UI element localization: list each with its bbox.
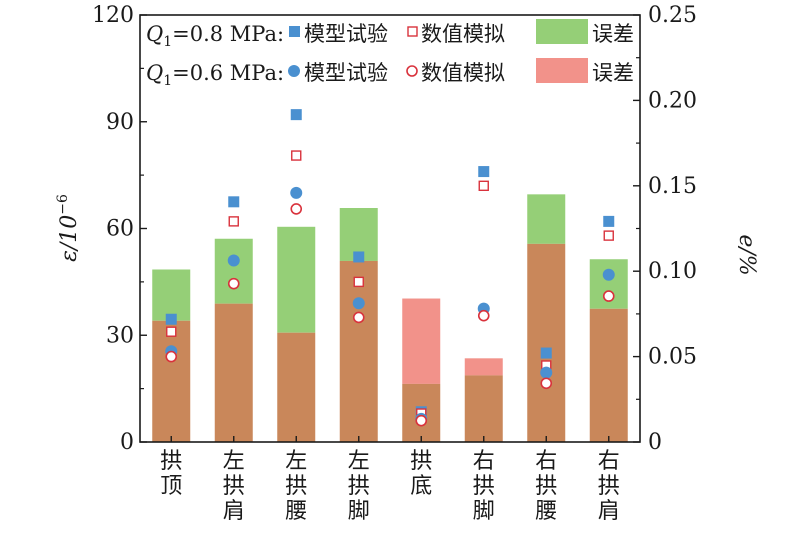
legend-q-subscript: 1 <box>163 34 172 50</box>
marker-sim-square <box>353 276 364 288</box>
legend-test-label-1: 模型试验 <box>304 22 388 46</box>
legend-square-filled-marker <box>289 26 300 37</box>
marker-sim-circle <box>602 290 615 302</box>
y-tick-label: 90 <box>106 110 134 135</box>
legend-square-open-marker <box>407 26 418 37</box>
marker-test-circle <box>352 297 365 310</box>
marker-sim-circle <box>165 350 178 363</box>
category-label: 左拱肩 <box>223 449 245 524</box>
marker-sim-circle <box>477 309 490 322</box>
marker-test-square <box>478 166 490 178</box>
marker-sim-square <box>166 326 177 337</box>
error-bar-overlap <box>464 375 503 442</box>
data-markers <box>165 109 615 427</box>
legend-q-symbol: Q <box>146 61 163 85</box>
y2-tick-label: 0.05 <box>648 345 697 370</box>
marker-sim-square <box>478 180 489 192</box>
legend-sim-label-2: 数值模拟 <box>421 61 505 85</box>
category-label: 右拱脚 <box>473 449 495 524</box>
category-label: 右拱肩 <box>598 449 620 524</box>
category-label: 拱底 <box>410 449 432 499</box>
legend-circle-filled-marker <box>288 65 300 77</box>
marker-test-square <box>603 215 615 227</box>
legend-q08-value: =0.8 MPa: <box>172 22 284 46</box>
legend-sim-label-1: 数值模拟 <box>421 22 505 46</box>
legend-q-subscript: 1 <box>163 73 172 89</box>
marker-sim-square <box>603 230 614 241</box>
legend-red-error-swatch <box>536 58 588 83</box>
marker-test-square <box>540 347 552 359</box>
error-bar-overlap <box>527 243 566 442</box>
category-labels: 拱顶 左拱肩 左拱腰 左拱脚 拱底 右拱脚 右拱腰 右拱肩 <box>160 449 620 524</box>
y-axis-title-exponent: −6 <box>55 194 71 215</box>
y2-tick-label: 0.15 <box>648 174 697 199</box>
legend-row-q08: Q1=0.8 MPa: 模型试验 数值模拟 误差 <box>146 19 634 50</box>
y2-tick-label: 0.20 <box>648 88 697 113</box>
y2-tick-label: 0 <box>648 430 662 455</box>
category-label: 右拱腰 <box>535 449 557 524</box>
marker-sim-circle <box>227 277 240 290</box>
marker-test-square <box>165 313 177 325</box>
error-bar-overlap <box>214 303 253 442</box>
marker-test-circle <box>602 268 615 281</box>
svg-text:Q1=0.8 MPa:: Q1=0.8 MPa: <box>146 22 284 50</box>
marker-sim-circle <box>415 414 428 427</box>
y-tick-label: 120 <box>92 3 134 28</box>
y-tick-label: 0 <box>120 430 134 455</box>
marker-test-circle <box>227 254 240 267</box>
y2-tick-label: 0.10 <box>648 259 697 284</box>
error-bar-upper <box>214 238 253 304</box>
error-bar-upper <box>152 269 191 321</box>
y-axis-title: ε/10−6 <box>55 194 82 262</box>
marker-test-square <box>353 251 365 263</box>
legend-circle-open-marker <box>406 65 418 77</box>
error-bar-overlap <box>277 332 316 442</box>
marker-sim-square <box>291 150 302 161</box>
y-axis-title-base: ε/10 <box>57 215 82 262</box>
y-tick-label: 30 <box>106 323 134 348</box>
marker-sim-circle <box>290 203 303 215</box>
marker-test-square <box>290 109 302 121</box>
axes: 0 30 60 90 120 0 0.05 0.10 0.15 0.20 0.25 <box>92 3 697 455</box>
error-bars <box>152 194 628 442</box>
error-bar-overlap <box>339 260 378 442</box>
marker-test-circle <box>290 186 303 199</box>
legend-test-label-2: 模型试验 <box>304 61 388 85</box>
error-bar-overlap <box>589 308 628 442</box>
marker-sim-circle <box>352 311 365 324</box>
legend-error-label-2: 误差 <box>592 61 634 85</box>
legend-error-label-1: 误差 <box>592 22 634 46</box>
y-tick-label: 60 <box>106 217 134 242</box>
error-bar-upper <box>527 194 566 244</box>
y2-axis-title: e/% <box>734 234 759 275</box>
error-bar-upper <box>464 358 503 376</box>
legend-green-error-swatch <box>536 19 588 44</box>
legend-row-q06: Q1=0.6 MPa: 模型试验 数值模拟 误差 <box>146 58 634 89</box>
error-bar-upper <box>277 226 316 333</box>
marker-test-square <box>228 196 240 208</box>
y2-tick-label: 0.25 <box>648 3 697 28</box>
error-bar-upper <box>402 298 441 384</box>
marker-test-circle <box>540 366 553 379</box>
svg-text:Q1=0.6 MPa:: Q1=0.6 MPa: <box>146 61 284 89</box>
marker-sim-circle <box>540 377 553 390</box>
legend: Q1=0.8 MPa: 模型试验 数值模拟 误差 Q1=0.6 MPa: 模型试… <box>146 19 634 89</box>
error-bar-overlap <box>152 320 191 442</box>
legend-q06-value: =0.6 MPa: <box>172 61 284 85</box>
category-label: 左拱脚 <box>348 449 370 524</box>
category-label: 左拱腰 <box>285 449 307 524</box>
legend-q-symbol: Q <box>146 22 163 46</box>
category-label: 拱顶 <box>160 449 182 499</box>
marker-sim-square <box>228 216 239 227</box>
